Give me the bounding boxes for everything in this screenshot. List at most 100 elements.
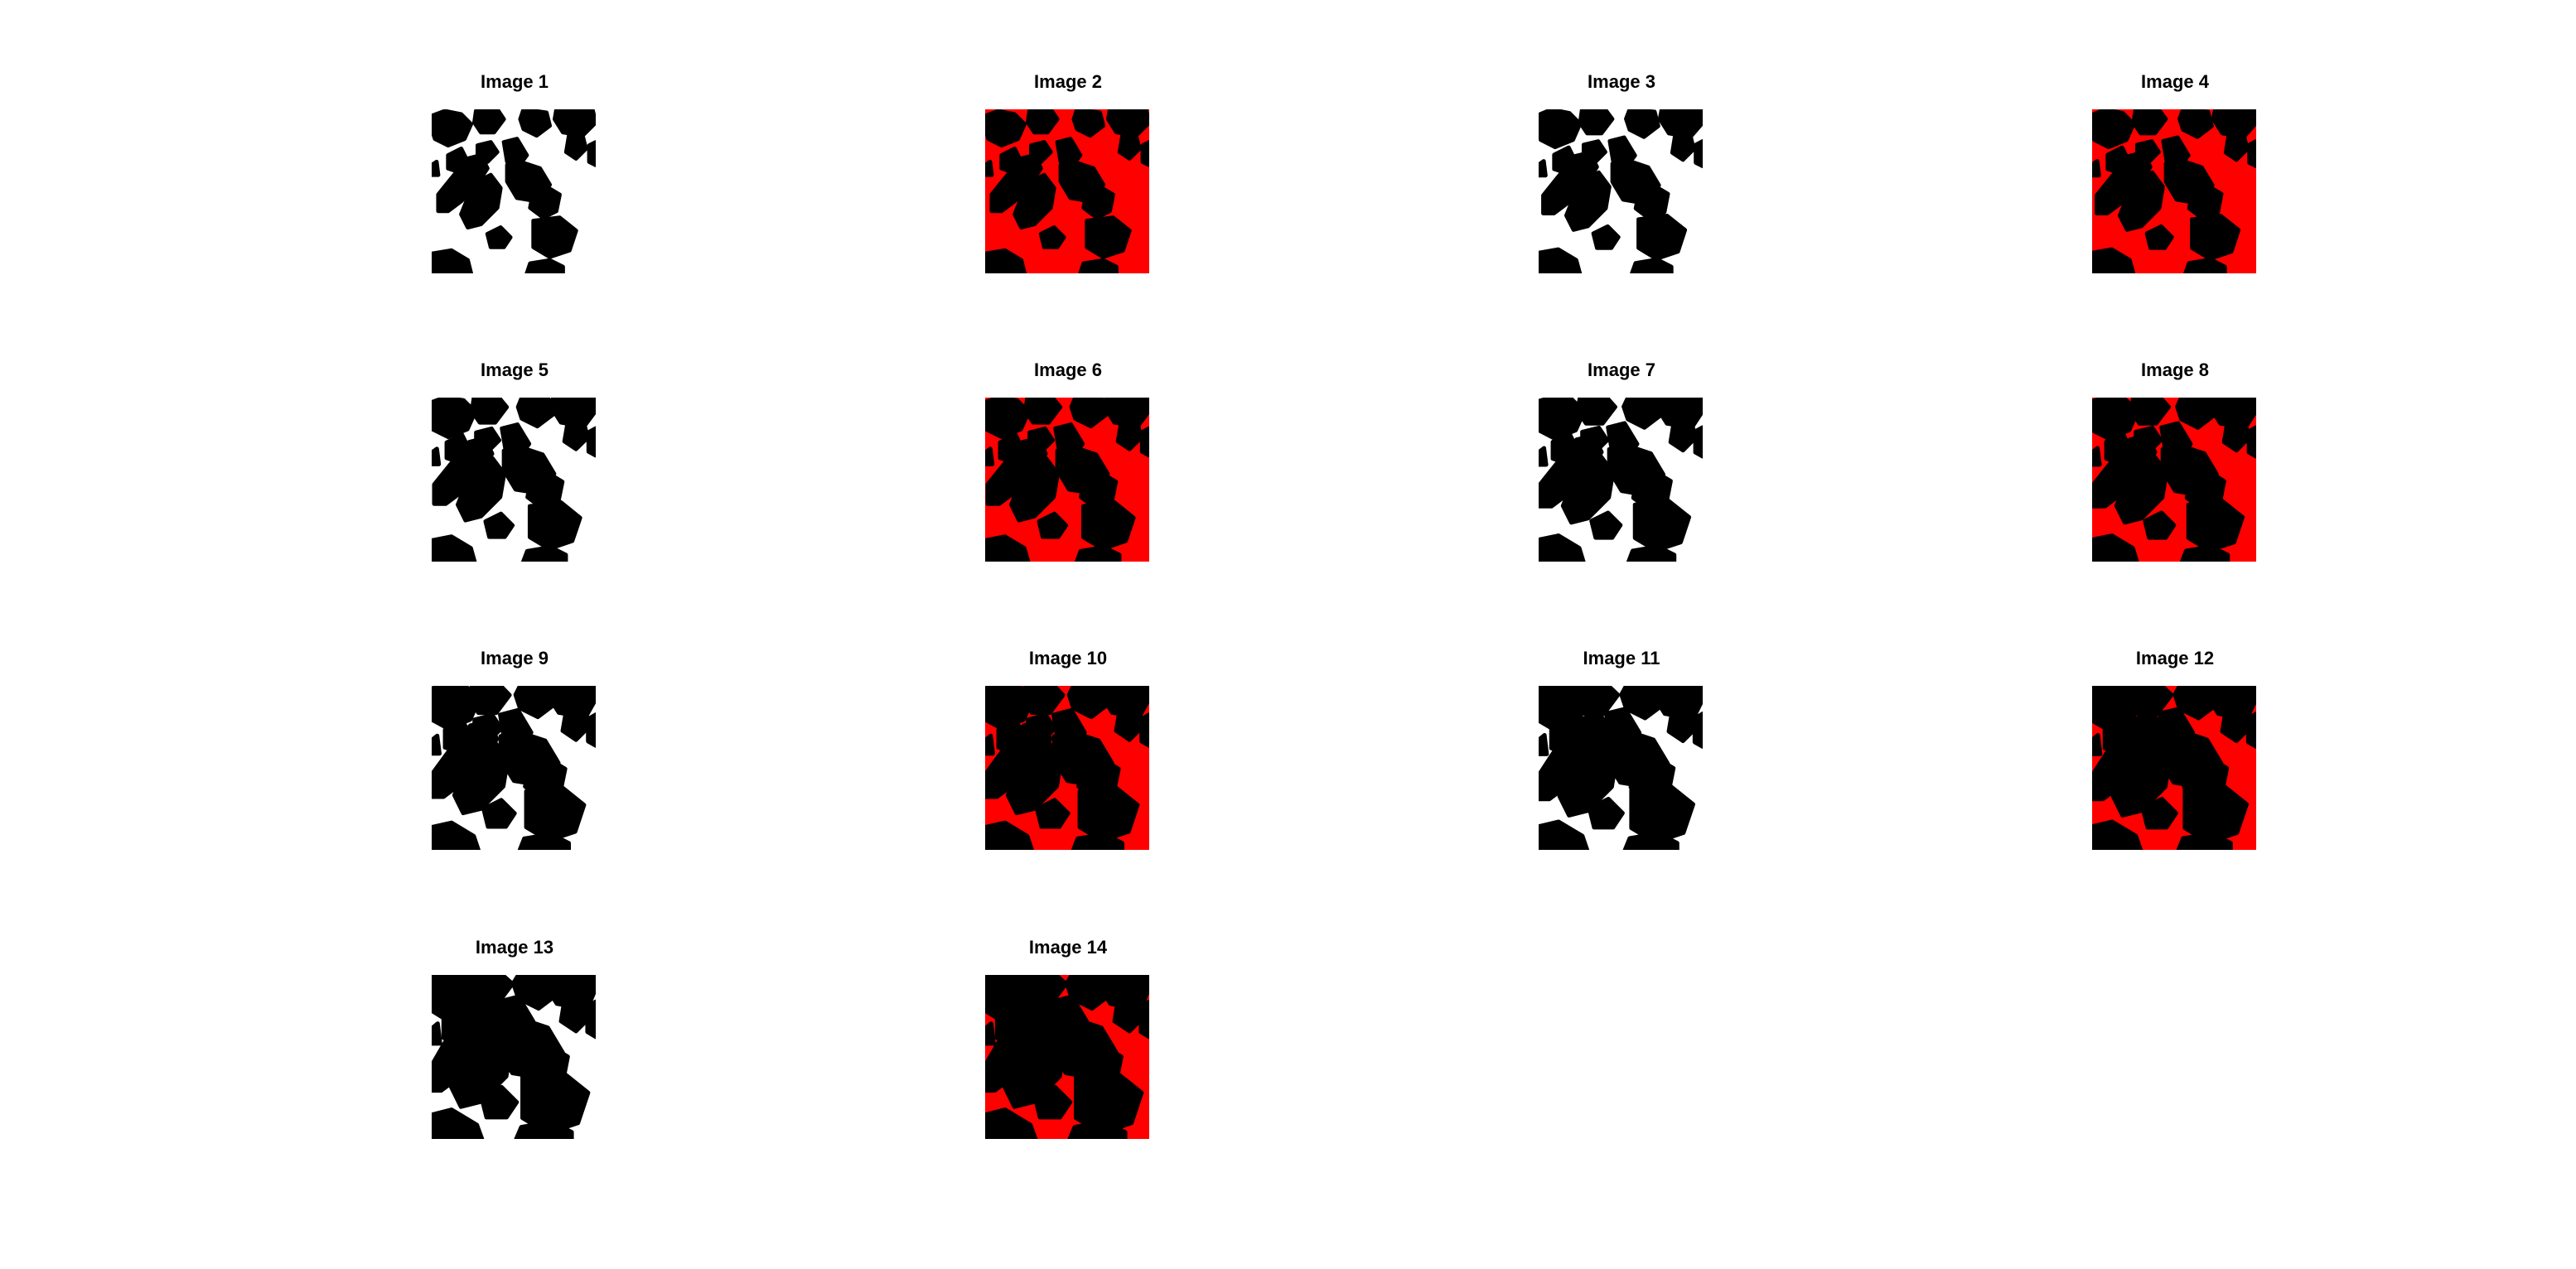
particle-blob (459, 172, 503, 230)
particle-blob (432, 733, 442, 756)
particle-blob (994, 1005, 1030, 1045)
particle-blob (1668, 414, 1698, 453)
particle-blob (432, 248, 473, 273)
particle-blob (985, 436, 1048, 506)
particle-blob (1666, 701, 1699, 744)
particle-blob (2092, 446, 2102, 467)
particle-blob (1078, 258, 1119, 273)
particle-blob (2245, 711, 2256, 749)
particle-blob (1575, 398, 1617, 426)
particle-blob (1694, 138, 1703, 168)
overlay-image (985, 975, 1149, 1139)
particle-blob (1085, 215, 1132, 259)
particle-blob (2126, 686, 2174, 717)
particle-blob (999, 147, 1024, 174)
particle-blob (481, 798, 517, 829)
particle-blob (2095, 150, 2153, 216)
particle-blob (1013, 172, 1056, 230)
binary-image (432, 975, 596, 1139)
subplot-title: Image 5 (481, 359, 549, 380)
particle-blob (515, 398, 555, 429)
particle-blob (467, 686, 512, 716)
particle-blob (985, 159, 994, 177)
particle-blob (432, 534, 477, 562)
particle-blob (1632, 498, 1692, 553)
particle-blob (528, 182, 562, 220)
particle-blob (441, 1005, 476, 1045)
particle-blob (432, 1021, 442, 1046)
particle-blob (985, 446, 995, 466)
particle-blob (2102, 717, 2136, 755)
particle-blob (485, 225, 513, 249)
particle-blob (1077, 784, 1140, 843)
particle-blob (483, 511, 515, 539)
particle-blob (1591, 224, 1621, 250)
particle-blob (432, 820, 481, 850)
particle-blob (2092, 109, 2136, 150)
particle-blob (432, 159, 441, 177)
binary-image (432, 686, 596, 850)
particle-blob (1624, 109, 1660, 139)
particle-blob (2131, 109, 2168, 136)
particle-blob (531, 215, 578, 259)
particle-blob (985, 686, 1035, 731)
overlay-image (985, 398, 1149, 562)
particle-blob (985, 534, 1031, 562)
particle-blob (998, 432, 1026, 465)
particle-blob (432, 718, 500, 799)
particle-blob (1117, 130, 1142, 161)
particle-blob (2104, 431, 2134, 466)
particle-blob (1035, 798, 1071, 829)
particle-blob (985, 1107, 1038, 1139)
particle-blob (2176, 831, 2233, 850)
particle-blob (2220, 701, 2253, 744)
particle-blob (2246, 425, 2256, 459)
particle-blob (2092, 716, 2163, 802)
particle-blob (1552, 145, 1578, 175)
overlay-image (985, 686, 1149, 850)
particle-blob (479, 1084, 520, 1120)
particle-blob (1539, 433, 1604, 509)
particle-blob (985, 248, 1027, 273)
particle-blob (586, 712, 596, 748)
particle-blob (985, 109, 1027, 148)
particle-blob (1626, 544, 1677, 562)
overlay-image (2092, 398, 2256, 562)
particle-blob (1563, 170, 1612, 232)
subplot-title: Image 7 (1588, 359, 1655, 380)
binary-image (1539, 109, 1703, 273)
subplot-title: Image 12 (2135, 648, 2215, 668)
particle-blob (1587, 796, 1625, 830)
particle-blob (1074, 1070, 1144, 1136)
particle-blob (432, 1107, 485, 1139)
particle-blob (563, 130, 588, 161)
particle-blob (2092, 247, 2136, 273)
particle-blob (1539, 732, 1549, 756)
particle-blob (1550, 431, 1580, 466)
particle-blob (2092, 433, 2158, 509)
particle-blob (2117, 170, 2165, 232)
particle-blob (1112, 988, 1147, 1034)
particle-blob (1692, 711, 1703, 749)
particle-blob (1115, 416, 1143, 451)
particle-blob (1622, 831, 1679, 850)
particle-blob (1633, 181, 1670, 221)
particle-blob (2187, 181, 2224, 221)
particle-blob (514, 1119, 574, 1139)
particle-blob (1038, 225, 1066, 249)
particle-blob (2114, 453, 2169, 525)
particle-blob (585, 999, 596, 1040)
particle-blob (1560, 453, 1616, 525)
particle-blob (432, 686, 481, 731)
particle-blob (1069, 398, 1109, 429)
subplot-title: Image 9 (481, 648, 549, 668)
particle-blob (586, 426, 596, 458)
particle-blob (1009, 456, 1060, 523)
particle-blob (2129, 398, 2171, 426)
particle-blob (2183, 257, 2227, 273)
particle-blob (985, 1021, 996, 1046)
particle-blob (1629, 783, 1695, 845)
overlay-image (985, 109, 1149, 273)
subplot-title: Image 11 (1583, 648, 1660, 668)
